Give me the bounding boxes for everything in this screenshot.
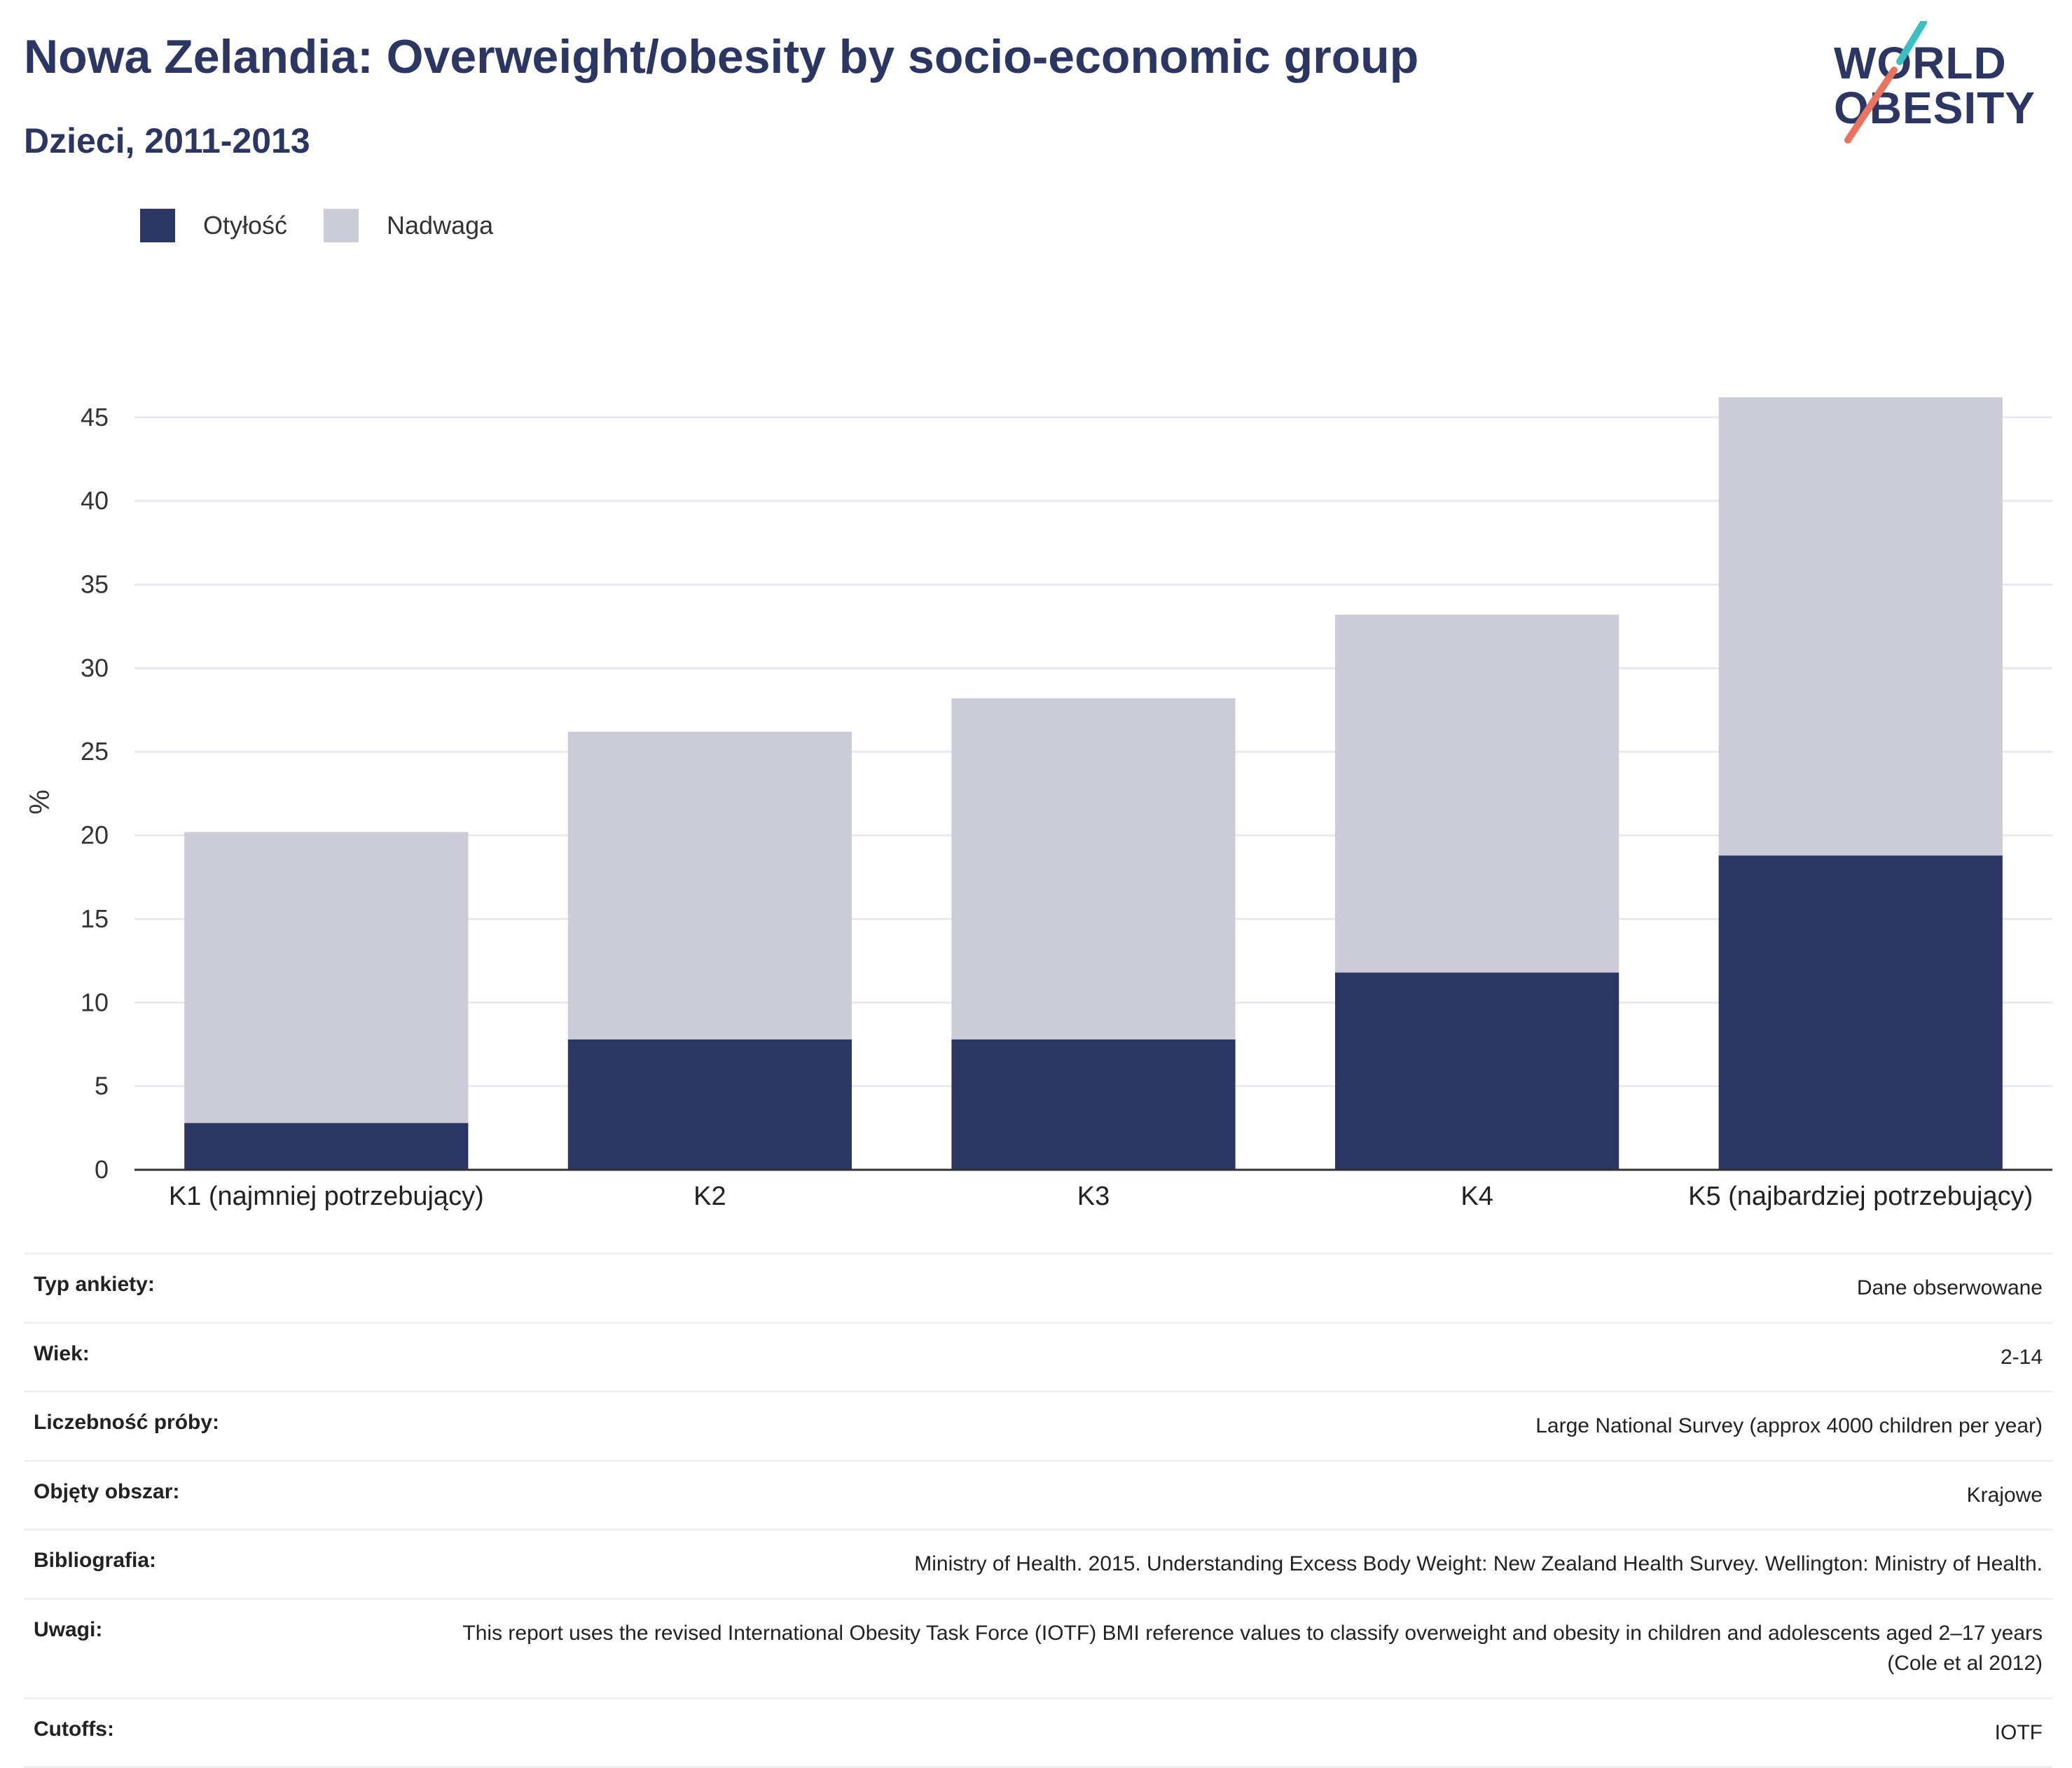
metadata-row: Liczebność próby: Large National Survey (… <box>24 1390 2052 1460</box>
y-tick-label: 5 <box>95 1072 109 1100</box>
bar-obesity-2[interactable] <box>568 1040 852 1170</box>
x-tick-label: K1 (najmniej potrzebujący) <box>169 1182 484 1211</box>
bar-overweight-1[interactable] <box>184 832 468 1123</box>
bar-obesity-3[interactable] <box>951 1040 1235 1170</box>
bar-overweight-2[interactable] <box>568 732 852 1040</box>
bar-overweight-3[interactable] <box>951 698 1235 1040</box>
y-tick-label: 25 <box>81 737 109 766</box>
metadata-value: This report uses the revised Internation… <box>431 1618 2043 1679</box>
bar-obesity-5[interactable] <box>1719 855 2003 1170</box>
bar-overweight-5[interactable] <box>1719 397 2003 855</box>
metadata-key: Uwagi: <box>34 1618 102 1642</box>
metadata-table: Typ ankiety: Dane obserwowane Wiek: 2-14 Lic… <box>24 1252 2052 1768</box>
metadata-key: Objęty obszar: <box>34 1480 179 1504</box>
metadata-key: Liczebność próby: <box>34 1411 219 1435</box>
y-tick-label: 35 <box>81 570 109 599</box>
metadata-value: Large National Survey (approx 4000 child… <box>1535 1411 2043 1442</box>
metadata-key: Wiek: <box>34 1342 90 1366</box>
y-axis-label: % <box>25 789 55 815</box>
x-tick-label: K4 <box>1460 1182 1493 1211</box>
x-tick-label: K2 <box>693 1182 726 1211</box>
x-tick-label: K3 <box>1077 1182 1110 1211</box>
y-tick-label: 10 <box>81 988 109 1016</box>
y-tick-label: 20 <box>81 821 109 850</box>
metadata-key: Cutoffs: <box>34 1718 114 1741</box>
metadata-value: IOTF <box>1995 1718 2043 1748</box>
bar-overweight-4[interactable] <box>1335 614 1619 972</box>
metadata-row: Uwagi: This report uses the revised Inter… <box>24 1598 2052 1697</box>
metadata-value: Krajowe <box>1967 1480 2043 1511</box>
y-tick-label: 40 <box>81 486 109 515</box>
metadata-value: 2-14 <box>2001 1342 2043 1373</box>
metadata-row: Objęty obszar: Krajowe <box>24 1460 2052 1529</box>
x-tick-label: K5 (najbardziej potrzebujący) <box>1688 1182 2033 1211</box>
metadata-row: Typ ankiety: Dane obserwowane <box>24 1252 2052 1322</box>
metadata-row: Wiek: 2-14 <box>24 1322 2052 1391</box>
metadata-key: Typ ankiety: <box>34 1273 155 1297</box>
metadata-row: Bibliografia: Ministry of Health. 2015. U… <box>24 1528 2052 1598</box>
metadata-key: Bibliografia: <box>34 1549 156 1573</box>
metadata-row: Cutoffs: IOTF <box>24 1697 2052 1768</box>
y-tick-label: 45 <box>81 403 109 431</box>
metadata-value: Dane obserwowane <box>1857 1273 2043 1304</box>
y-tick-label: 30 <box>81 654 109 682</box>
y-tick-label: 15 <box>81 904 109 933</box>
y-tick-label: 0 <box>95 1155 109 1184</box>
stacked-bar-chart: 0 5 10 15 20 25 30 35 40 45% K1 (najmniej potrzebu… <box>0 0 2072 1247</box>
bar-obesity-4[interactable] <box>1335 972 1619 1170</box>
metadata-value: Ministry of Health. 2015. Understanding … <box>914 1549 2043 1580</box>
bars <box>184 397 2003 1170</box>
bar-obesity-1[interactable] <box>184 1123 468 1170</box>
